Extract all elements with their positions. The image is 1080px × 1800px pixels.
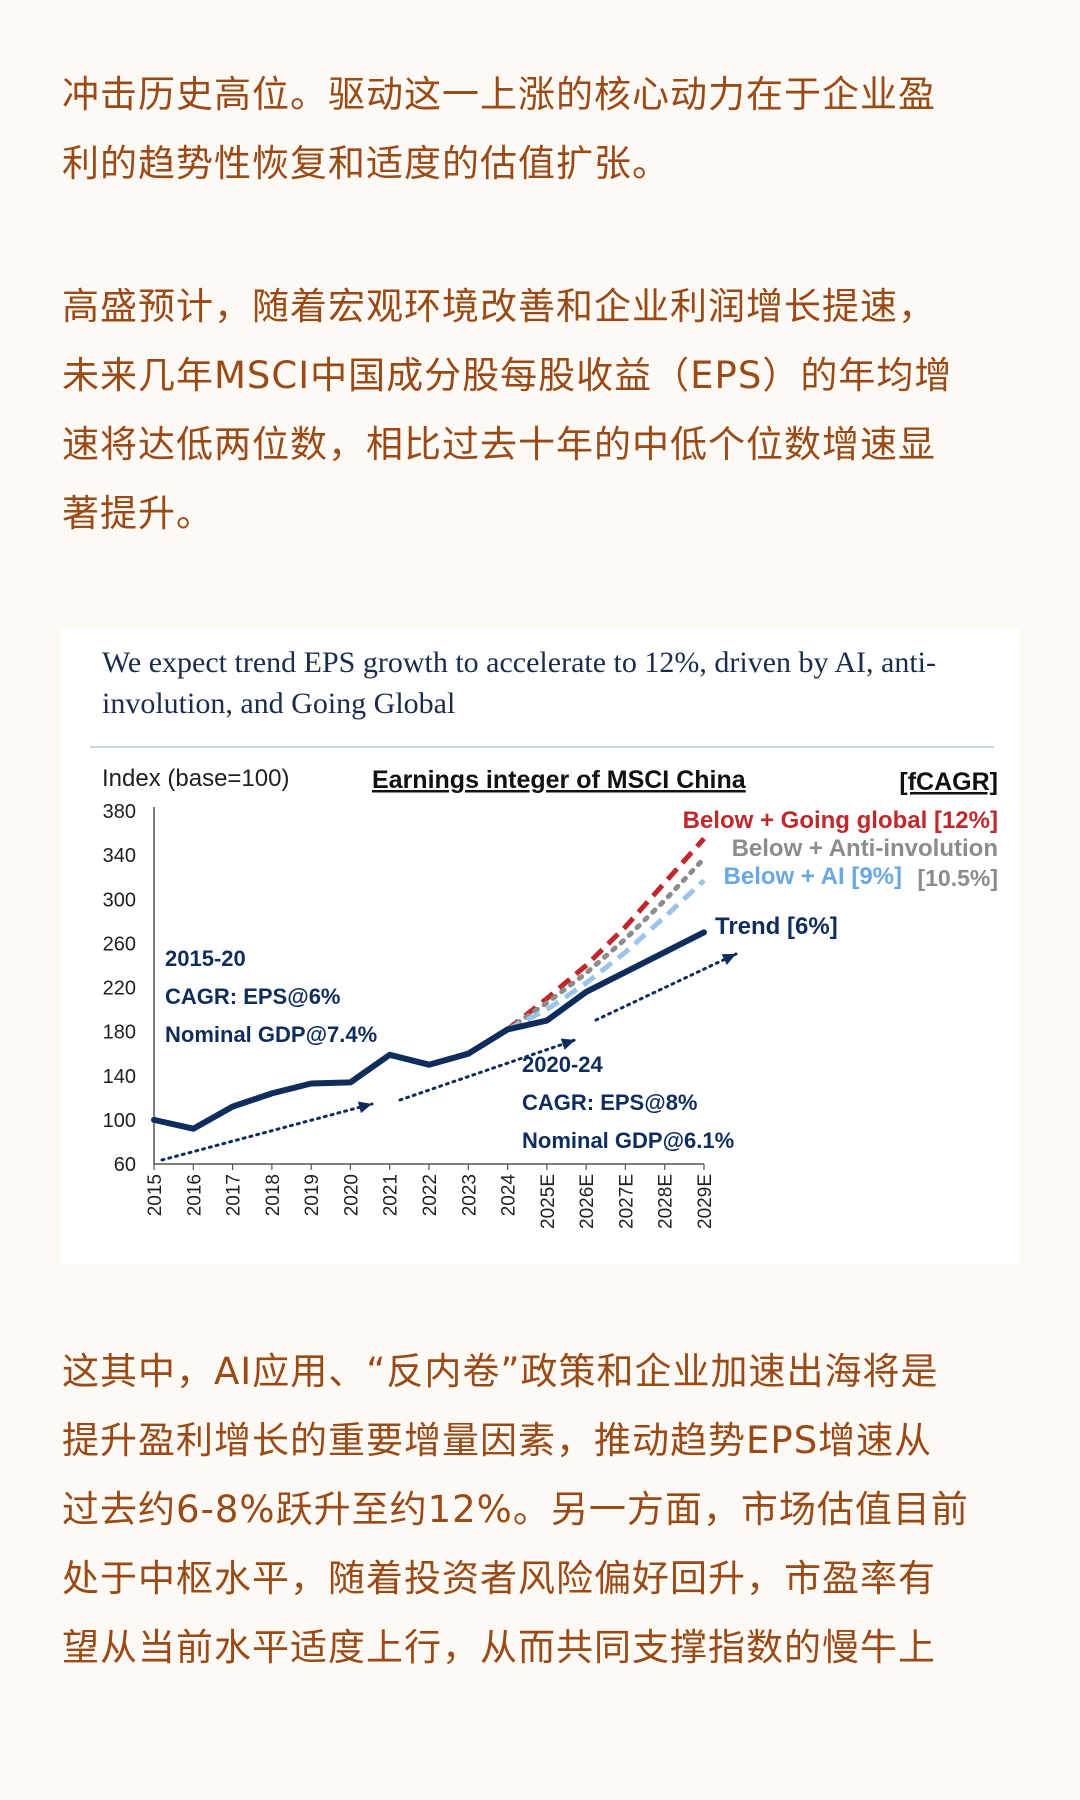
x-tick-label: 2020	[341, 1174, 362, 1216]
annotation-2020-24: Nominal GDP@6.1%	[522, 1128, 734, 1153]
text-line: 著提升。	[62, 492, 214, 535]
y-tick-label: 140	[103, 1066, 136, 1088]
x-tick-label: 2024	[499, 1174, 520, 1217]
text-line: 这其中，AI应用、“反内卷”政策和企业加速出海将是	[62, 1350, 939, 1393]
text-line: 处于中枢水平，随着投资者风险偏好回升，市盈率有	[62, 1557, 936, 1600]
trend-arrow-2015-20	[160, 1102, 374, 1162]
series-line	[505, 855, 707, 1032]
legend-going-global: Below + Going global [12%]	[683, 807, 998, 834]
paragraph-3: 这其中，AI应用、“反内卷”政策和企业加速出海将是 提升盈利增长的重要增量因素，…	[62, 1337, 1022, 1682]
y-tick-label: 260	[103, 933, 136, 955]
text-line: 高盛预计，随着宏观环境改善和企业利润增长提速，	[62, 285, 936, 328]
eps-line-chart: 60 100 140 180 220 260 300 340 380 2015 2016 2017 20…	[102, 765, 998, 1229]
text-line: 冲击历史高位。驱动这一上涨的核心动力在于企业盈	[62, 73, 936, 116]
text-line: 利的趋势性恢复和适度的估值扩张。	[62, 142, 670, 185]
x-tick-label: 2028E	[656, 1174, 677, 1229]
legend-anti-involution: Below + Anti-involution	[732, 835, 998, 862]
x-tick-label: 2029E	[695, 1174, 716, 1229]
series-line	[506, 836, 706, 1032]
text-line: 望从当前水平适度上行，从而共同支撑指数的慢牛上	[62, 1626, 936, 1669]
headline-line: We expect trend EPS growth to accelerate…	[102, 646, 936, 679]
y-tick-label: 340	[103, 845, 136, 867]
x-tick-label: 2018	[263, 1174, 284, 1216]
x-tick-label: 2017	[224, 1174, 245, 1216]
legend-anti-involution-rate: [10.5%]	[917, 865, 998, 891]
chart-title: Earnings integer of MSCI China	[372, 766, 747, 794]
trend-arrow-forecast	[594, 952, 738, 1022]
divider	[90, 746, 994, 748]
y-axis-title: Index (base=100)	[102, 765, 289, 792]
annotation-2020-24: 2020-24	[522, 1052, 604, 1077]
paragraph-1: 冲击历史高位。驱动这一上涨的核心动力在于企业盈 利的趋势性恢复和适度的估值扩张。	[62, 60, 1022, 198]
text-line: 未来几年MSCI中国成分股每股收益（EPS）的年均增	[62, 354, 953, 397]
y-tick-label: 60	[114, 1154, 136, 1176]
trend-arrow-2015-20-head	[357, 1101, 372, 1114]
legend-trend: Trend [6%]	[715, 913, 838, 940]
annotation-2015-20: Nominal GDP@7.4%	[165, 1022, 377, 1047]
series-line	[151, 929, 707, 1132]
x-tick-label: 2025E	[538, 1174, 559, 1229]
trend-arrow-2020-24	[398, 1038, 577, 1102]
text-line: 过去约6-8%跃升至约12%。另一方面，市场估值目前	[62, 1488, 969, 1531]
text-line: 提升盈利增长的重要增量因素，推动趋势EPS增速从	[62, 1419, 933, 1462]
x-tick-label: 2023	[459, 1174, 480, 1216]
y-tick-label: 100	[103, 1110, 136, 1132]
annotation-2020-24: CAGR: EPS@8%	[522, 1090, 697, 1115]
y-tick-label: 180	[103, 1022, 136, 1044]
x-tick-label: 2019	[302, 1174, 323, 1216]
y-tick-label: 380	[103, 801, 136, 823]
x-tick-label: 2021	[381, 1174, 402, 1216]
legend-ai: Below + AI [9%]	[724, 863, 902, 890]
trend-arrow-forecast-head	[721, 954, 736, 965]
y-tick-label: 300	[103, 889, 136, 911]
x-tick-label: 2015	[145, 1174, 166, 1216]
trend-arrow-2020-24-head	[560, 1038, 575, 1050]
headline-line: involution, and Going Global	[102, 687, 456, 720]
text-line: 速将达低两位数，相比过去十年的中低个位数增速显	[62, 423, 936, 466]
figure-headline: We expect trend EPS growth to accelerate…	[102, 642, 1002, 724]
annotation-2015-20: 2015-20	[165, 946, 246, 971]
x-tick-label: 2027E	[616, 1174, 637, 1229]
x-tick-label: 2026E	[577, 1174, 598, 1229]
x-tick-label: 2022	[420, 1174, 441, 1216]
fcagr-label: [fCAGR]	[899, 768, 998, 796]
x-tick-label: 2016	[184, 1174, 205, 1216]
series-line	[506, 878, 706, 1032]
chart-figure: We expect trend EPS growth to accelerate…	[60, 628, 1020, 1264]
y-tick-label: 220	[103, 978, 136, 1000]
annotation-2015-20: CAGR: EPS@6%	[165, 984, 340, 1009]
paragraph-2: 高盛预计，随着宏观环境改善和企业利润增长提速， 未来几年MSCI中国成分股每股收…	[62, 272, 1022, 548]
